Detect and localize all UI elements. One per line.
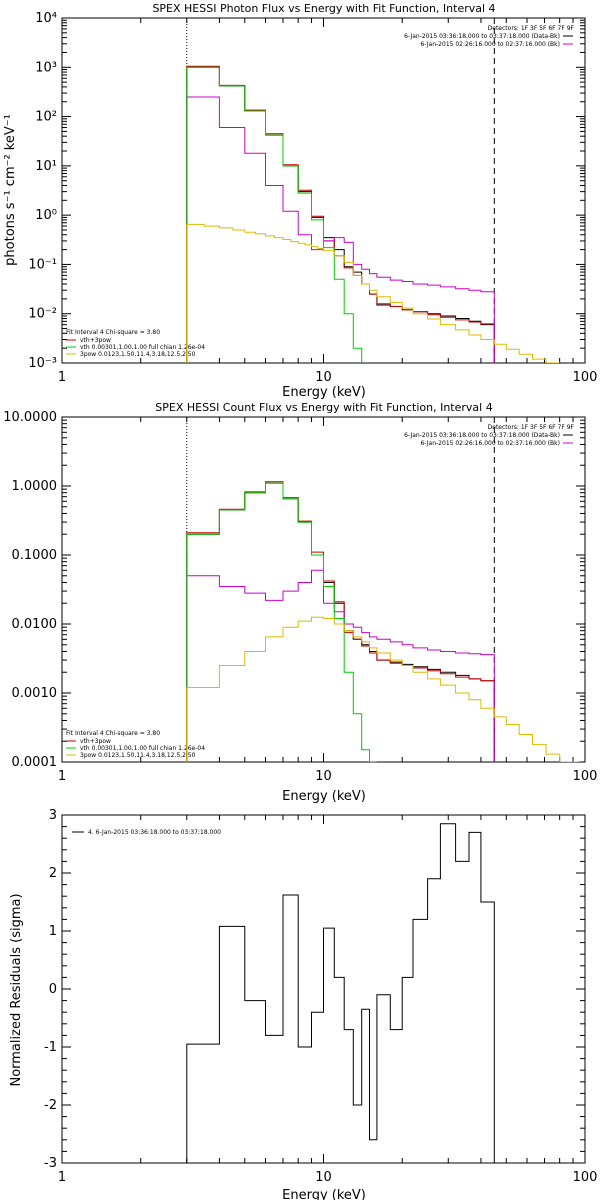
y-tick-label: 10⁴: [35, 11, 57, 26]
x-tick-label: 10: [315, 769, 332, 784]
series-data: [186, 482, 495, 762]
y-tick-label: 10⁻²: [28, 307, 57, 322]
count-flux-legend-pow: 3pow 0.0123,1.50,11.4,3.18,12.5,2.50: [80, 752, 196, 759]
x-tick-label: 100: [573, 370, 598, 385]
y-tick-label: 10.0000: [3, 410, 57, 425]
series-3pow: [186, 223, 560, 363]
series-vth: [186, 482, 377, 762]
count-flux-fit-label: Fit Interval 4 Chi-square = 3.80: [66, 730, 160, 737]
photon-flux-xlabel: Energy (keV): [282, 385, 366, 400]
y-tick-label: 3: [49, 808, 57, 823]
y-tick-label: 0.0001: [12, 755, 58, 770]
y-tick-label: 10¹: [35, 159, 57, 174]
y-tick-label: -2: [44, 1098, 57, 1113]
count-flux-data-label: 6-Jan-2015 03:36:18.000 to 03:37:18.000 …: [404, 432, 560, 439]
series-background: [186, 569, 495, 762]
count-flux-legend-total: vth+3pow: [80, 738, 111, 745]
count-flux-legend-vth: vth 0.00301,1.00,1.00 full chian 1.26e-0…: [80, 745, 205, 752]
series-data: [186, 66, 495, 363]
series-3pow: [186, 616, 580, 762]
series-vth-3pow: [186, 481, 495, 762]
y-tick-label: 1: [49, 924, 57, 939]
photon-flux-fit-label: Fit Interval 4 Chi-square = 3.80: [66, 329, 160, 336]
photon-flux-ylabel: photons s⁻¹ cm⁻² keV⁻¹: [3, 114, 18, 266]
y-tick-label: 0.0100: [12, 617, 58, 632]
y-tick-label: 1.0000: [12, 479, 58, 494]
residuals-legend-label: 4. 6-Jan-2015 03:36:18.000 to 03:37:18.0…: [88, 829, 221, 836]
y-tick-label: 0.0010: [12, 686, 58, 701]
y-tick-label: 10⁻¹: [28, 257, 57, 272]
x-tick-label: 10: [315, 370, 332, 385]
x-tick-label: 10: [315, 1170, 332, 1185]
count-flux-panel: SPEX HESSI Count Flux vs Energy with Fit…: [3, 401, 597, 804]
y-tick-label: 10⁻³: [28, 356, 57, 371]
photon-flux-bk-label: 6-Jan-2015 02:26:16.000 to 02:37:16.000 …: [420, 41, 560, 48]
x-tick-label: 1: [58, 1170, 66, 1185]
x-tick-label: 100: [573, 769, 598, 784]
residuals-panel: Energy (keV) Normalized Residuals (sigma…: [9, 808, 597, 1200]
series-vth-3pow: [186, 65, 495, 363]
y-tick-label: 2: [49, 866, 57, 881]
y-tick-label: 10³: [35, 60, 57, 75]
y-tick-label: 10²: [35, 110, 57, 125]
photon-flux-legend-total: vth+3pow: [80, 337, 111, 344]
count-flux-detectors: Detectors: 1F 3F 5F 6F 7F 9F: [488, 424, 575, 431]
residuals-xlabel: Energy (keV): [282, 1188, 366, 1200]
residuals-ylabel: Normalized Residuals (sigma): [9, 893, 24, 1086]
x-tick-label: 100: [573, 1170, 598, 1185]
photon-flux-data-label: 6-Jan-2015 03:36:18.000 to 03:37:18.000 …: [404, 33, 560, 40]
count-flux-bk-label: 6-Jan-2015 02:26:16.000 to 02:37:16.000 …: [420, 440, 560, 447]
y-tick-label: 10⁰: [35, 208, 57, 223]
count-flux-title: SPEX HESSI Count Flux vs Energy with Fit…: [155, 401, 492, 414]
series-background: [186, 96, 495, 363]
photon-flux-axes-frame: [61, 17, 586, 364]
y-tick-label: -3: [44, 1156, 57, 1171]
photon-flux-legend-vth: vth 0.00301,1.00,1.00 full chian 1.26e-0…: [80, 344, 205, 351]
y-tick-label: -1: [44, 1040, 57, 1055]
photon-flux-title: SPEX HESSI Photon Flux vs Energy with Fi…: [152, 2, 495, 15]
photon-flux-panel: SPEX HESSI Photon Flux vs Energy with Fi…: [3, 2, 597, 400]
x-tick-label: 1: [58, 370, 66, 385]
photon-flux-detectors: Detectors: 1F 3F 5F 6F 7F 9F: [488, 25, 575, 32]
count-flux-xlabel: Energy (keV): [282, 789, 366, 804]
y-tick-label: 0.1000: [12, 548, 58, 563]
series-vth: [186, 66, 370, 363]
series-residuals: [186, 823, 495, 1163]
y-tick-label: 0: [49, 982, 57, 997]
photon-flux-legend-pow: 3pow 0.0123,1.50,11.4,3.18,12.5,2.50: [80, 351, 196, 358]
x-tick-label: 1: [58, 769, 66, 784]
